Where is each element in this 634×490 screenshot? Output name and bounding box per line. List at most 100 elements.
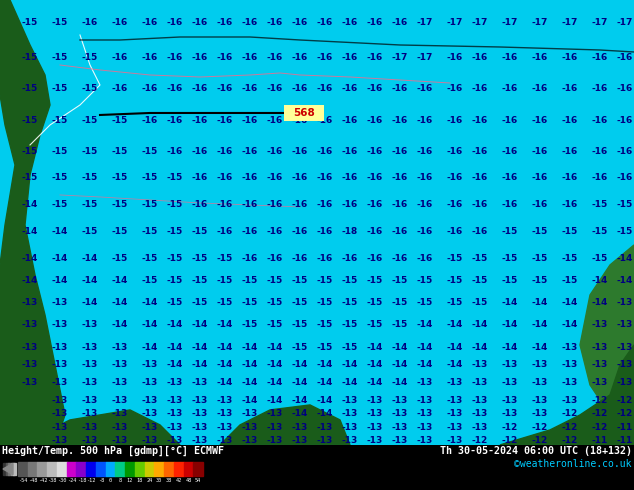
Text: -13: -13: [617, 360, 633, 369]
Text: -15: -15: [52, 84, 68, 94]
Text: -13: -13: [447, 378, 463, 387]
Text: -16: -16: [267, 116, 283, 124]
Text: -13: -13: [112, 409, 128, 418]
Text: -14: -14: [417, 343, 433, 351]
Text: -13: -13: [417, 422, 433, 432]
Text: -16: -16: [342, 116, 358, 124]
Text: -15: -15: [82, 53, 98, 62]
Text: -13: -13: [112, 422, 128, 432]
Text: -16: -16: [532, 173, 548, 182]
Text: -13: -13: [592, 343, 608, 351]
Text: -16: -16: [617, 84, 633, 94]
Text: -16: -16: [292, 116, 308, 124]
Text: -15: -15: [167, 200, 183, 209]
Polygon shape: [500, 345, 634, 445]
Text: 30: 30: [156, 478, 162, 483]
Text: -15: -15: [217, 253, 233, 263]
Text: -16: -16: [192, 116, 208, 124]
Text: -13: -13: [142, 378, 158, 387]
Text: -15: -15: [192, 253, 208, 263]
Text: -13: -13: [342, 422, 358, 432]
Text: -16: -16: [367, 116, 383, 124]
Text: -14: -14: [472, 320, 488, 329]
Bar: [193, 463, 203, 476]
Text: -14: -14: [447, 343, 463, 351]
Text: -15: -15: [167, 227, 183, 236]
Text: -13: -13: [562, 378, 578, 387]
Text: -13: -13: [52, 378, 68, 387]
Text: -16: -16: [502, 84, 518, 94]
Text: -15: -15: [447, 276, 463, 285]
Text: -16: -16: [502, 53, 518, 62]
Text: -16: -16: [472, 84, 488, 94]
Text: -13: -13: [317, 436, 333, 445]
Text: -16: -16: [82, 18, 98, 27]
Text: -16: -16: [367, 253, 383, 263]
Text: -15: -15: [342, 298, 358, 307]
Text: -13: -13: [142, 409, 158, 418]
Text: -11: -11: [617, 422, 633, 432]
Text: -13: -13: [52, 436, 68, 445]
Bar: [47, 463, 57, 476]
Text: -13: -13: [392, 409, 408, 418]
Text: -13: -13: [267, 422, 283, 432]
Text: -15: -15: [592, 227, 608, 236]
Text: -16: -16: [392, 173, 408, 182]
Text: -14: -14: [82, 253, 98, 263]
Text: -14: -14: [392, 343, 408, 351]
FancyBboxPatch shape: [284, 105, 324, 121]
Text: -15: -15: [167, 276, 183, 285]
Text: 568: 568: [293, 108, 315, 118]
Text: -15: -15: [167, 253, 183, 263]
Text: -14: -14: [342, 360, 358, 369]
Text: -13: -13: [502, 360, 518, 369]
Text: -16: -16: [367, 227, 383, 236]
Text: -17: -17: [417, 53, 433, 62]
Text: -16: -16: [417, 227, 433, 236]
Text: -14: -14: [22, 276, 38, 285]
Bar: [106, 463, 115, 476]
Text: -13: -13: [242, 436, 258, 445]
Text: -13: -13: [142, 436, 158, 445]
Text: -13: -13: [217, 396, 233, 405]
Text: Height/Temp. 500 hPa [gdmp][°C] ECMWF: Height/Temp. 500 hPa [gdmp][°C] ECMWF: [2, 446, 224, 456]
Text: -15: -15: [292, 320, 308, 329]
Text: -13: -13: [112, 360, 128, 369]
Text: -17: -17: [617, 18, 633, 27]
Text: -15: -15: [167, 173, 183, 182]
Text: -13: -13: [562, 360, 578, 369]
Text: -16: -16: [392, 116, 408, 124]
Text: -14: -14: [242, 396, 258, 405]
Text: -13: -13: [532, 378, 548, 387]
Text: 8: 8: [119, 478, 122, 483]
Text: -14: -14: [367, 378, 383, 387]
Text: -14: -14: [52, 276, 68, 285]
Text: -13: -13: [192, 422, 208, 432]
Text: -24: -24: [67, 478, 76, 483]
Text: -15: -15: [367, 320, 383, 329]
Text: -16: -16: [367, 173, 383, 182]
Text: -16: -16: [447, 173, 463, 182]
Text: -14: -14: [22, 200, 38, 209]
Text: -15: -15: [592, 200, 608, 209]
Text: -15: -15: [292, 298, 308, 307]
Text: -16: -16: [217, 18, 233, 27]
Text: -14: -14: [502, 298, 518, 307]
Text: -16: -16: [592, 173, 608, 182]
Text: -18: -18: [342, 227, 358, 236]
Text: -16: -16: [167, 84, 183, 94]
Text: -16: -16: [317, 18, 333, 27]
Polygon shape: [3, 464, 13, 475]
Text: -15: -15: [142, 227, 158, 236]
Text: -16: -16: [342, 147, 358, 156]
Text: -13: -13: [592, 360, 608, 369]
Text: -14: -14: [112, 320, 128, 329]
Text: -16: -16: [112, 84, 128, 94]
Text: -16: -16: [592, 116, 608, 124]
Text: -16: -16: [617, 53, 633, 62]
Text: -15: -15: [562, 253, 578, 263]
Text: -16: -16: [447, 53, 463, 62]
Text: -15: -15: [367, 298, 383, 307]
Text: -16: -16: [447, 84, 463, 94]
Text: -13: -13: [502, 409, 518, 418]
